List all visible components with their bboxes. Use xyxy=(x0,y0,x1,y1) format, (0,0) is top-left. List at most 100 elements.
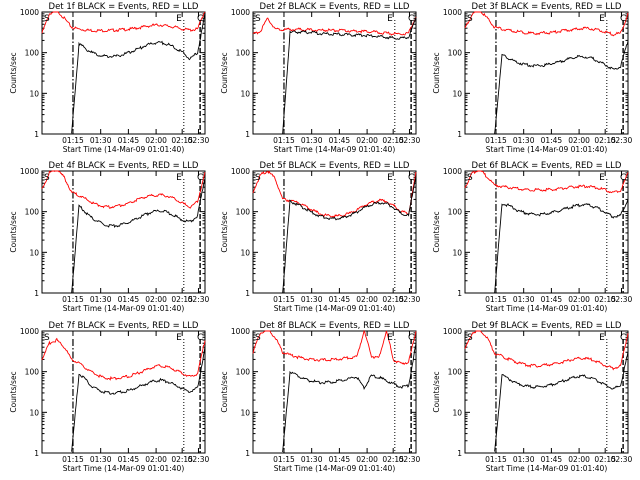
marker-c: C xyxy=(620,173,626,183)
x-tick-label: 02:15 xyxy=(382,295,404,304)
y-tick-label: 100 xyxy=(448,368,463,377)
panel-title: Det 5f BLACK = Events, RED = LLD xyxy=(260,161,410,171)
x-axis-label: Start Time (14-Mar-09 01:01:40) xyxy=(63,464,185,473)
plot-frame xyxy=(464,170,629,294)
x-tick-label: 02:15 xyxy=(382,136,404,145)
y-tick-label: 1000 xyxy=(20,327,39,336)
lld-series-line xyxy=(464,11,629,37)
y-tick-label: 1000 xyxy=(231,8,250,17)
x-tick-label: 02:30 xyxy=(399,295,421,304)
panel-title: Det 7f BLACK = Events, RED = LLD xyxy=(49,321,199,331)
x-axis-label: Start Time (14-Mar-09 01:01:40) xyxy=(486,464,608,473)
panel-det-9f: Det 9f BLACK = Events, RED = LLD Counts/s… xyxy=(432,321,633,473)
x-tick-label: 01:30 xyxy=(513,295,535,304)
y-axis-label: Counts/sec xyxy=(432,211,441,252)
x-tick-label: 01:15 xyxy=(485,295,507,304)
x-axis-label: Start Time (14-Mar-09 01:01:40) xyxy=(63,145,185,154)
y-tick-label: 1000 xyxy=(443,167,462,176)
events-series-line xyxy=(71,12,206,134)
y-axis-label: Counts/sec xyxy=(9,52,18,93)
x-tick-label: 01:45 xyxy=(329,455,351,464)
x-tick-label: 02:00 xyxy=(356,136,378,145)
x-tick-label: 02:15 xyxy=(171,136,193,145)
y-tick-label: 1 xyxy=(245,130,250,139)
x-tick-label: 02:15 xyxy=(171,455,193,464)
panel-det-2f: Det 2f BLACK = Events, RED = LLD Counts/s… xyxy=(220,2,421,154)
x-tick-label: 01:45 xyxy=(118,295,140,304)
y-tick-label: 10 xyxy=(240,89,250,98)
x-tick-label: 01:15 xyxy=(485,455,507,464)
x-tick-label: 01:15 xyxy=(62,295,84,304)
marker-e: E xyxy=(387,14,393,24)
marker-s: S xyxy=(44,14,50,24)
y-tick-label: 1000 xyxy=(443,8,462,17)
x-tick-label: 02:00 xyxy=(145,295,167,304)
x-tick-label: 02:00 xyxy=(356,455,378,464)
x-tick-label: 01:15 xyxy=(273,455,295,464)
x-axis-label: Start Time (14-Mar-09 01:01:40) xyxy=(274,304,396,313)
y-axis-label: Counts/sec xyxy=(9,211,18,252)
x-tick-label: 02:00 xyxy=(568,136,590,145)
plot-frame xyxy=(252,11,417,135)
plot-frame xyxy=(252,170,417,294)
x-tick-label: 01:30 xyxy=(90,455,112,464)
y-axis-label: Counts/sec xyxy=(9,371,18,412)
y-tick-label: 1 xyxy=(245,449,250,458)
x-tick-label: 01:45 xyxy=(118,455,140,464)
panel-det-1f: Det 1f BLACK = Events, RED = LLD Counts/s… xyxy=(9,2,210,154)
x-tick-label: 02:15 xyxy=(594,136,616,145)
y-tick-label: 100 xyxy=(236,49,251,58)
events-series-line xyxy=(494,40,629,134)
y-tick-label: 1 xyxy=(457,130,462,139)
marker-e: E xyxy=(387,173,393,183)
x-tick-label: 01:45 xyxy=(118,136,140,145)
panel-title: Det 3f BLACK = Events, RED = LLD xyxy=(472,2,622,12)
y-axis-label: Counts/sec xyxy=(220,52,229,93)
y-tick-label: 100 xyxy=(448,49,463,58)
x-tick-label: 02:30 xyxy=(399,136,421,145)
y-tick-label: 100 xyxy=(25,368,40,377)
y-axis-label: Counts/sec xyxy=(432,371,441,412)
x-axis-label: Start Time (14-Mar-09 01:01:40) xyxy=(486,145,608,154)
x-tick-label: 02:30 xyxy=(611,136,633,145)
x-tick-label: 02:30 xyxy=(188,136,210,145)
plot-frame xyxy=(41,330,206,454)
panel-title: Det 9f BLACK = Events, RED = LLD xyxy=(472,321,622,331)
y-tick-label: 10 xyxy=(452,89,462,98)
panel-title: Det 6f BLACK = Events, RED = LLD xyxy=(472,161,622,171)
y-tick-label: 10 xyxy=(29,248,39,257)
panel-title: Det 2f BLACK = Events, RED = LLD xyxy=(260,2,410,12)
y-axis-label: Counts/sec xyxy=(220,371,229,412)
x-tick-label: 01:15 xyxy=(273,136,295,145)
x-tick-label: 02:30 xyxy=(188,295,210,304)
marker-c: C xyxy=(620,14,626,24)
x-tick-label: 01:15 xyxy=(62,455,84,464)
y-axis-label: Counts/sec xyxy=(220,211,229,252)
x-tick-label: 01:30 xyxy=(301,136,323,145)
panel-det-3f: Det 3f BLACK = Events, RED = LLD Counts/s… xyxy=(432,2,633,154)
x-tick-label: 01:15 xyxy=(273,295,295,304)
events-series-line xyxy=(494,198,629,294)
lld-series-line xyxy=(252,16,417,36)
x-tick-label: 01:30 xyxy=(513,455,535,464)
y-tick-label: 1 xyxy=(34,130,39,139)
lld-series-line xyxy=(464,330,629,371)
marker-e: E xyxy=(599,173,605,183)
panel-title: Det 4f BLACK = Events, RED = LLD xyxy=(49,161,199,171)
y-tick-label: 1 xyxy=(34,449,39,458)
x-axis-label: Start Time (14-Mar-09 01:01:40) xyxy=(63,304,185,313)
events-series-line xyxy=(494,351,629,452)
lld-series-line xyxy=(41,170,206,209)
panel-det-5f: Det 5f BLACK = Events, RED = LLD Counts/s… xyxy=(220,161,421,313)
x-tick-label: 01:30 xyxy=(90,136,112,145)
x-tick-label: 02:15 xyxy=(382,455,404,464)
x-tick-label: 01:30 xyxy=(513,136,535,145)
marker-s: S xyxy=(44,333,50,343)
x-axis-label: Start Time (14-Mar-09 01:01:40) xyxy=(274,145,396,154)
marker-c: C xyxy=(197,173,203,183)
panel-det-7f: Det 7f BLACK = Events, RED = LLD Counts/s… xyxy=(9,321,210,473)
x-tick-label: 02:15 xyxy=(594,295,616,304)
marker-s: S xyxy=(255,173,261,183)
x-tick-label: 01:30 xyxy=(90,295,112,304)
y-tick-label: 1000 xyxy=(443,327,462,336)
